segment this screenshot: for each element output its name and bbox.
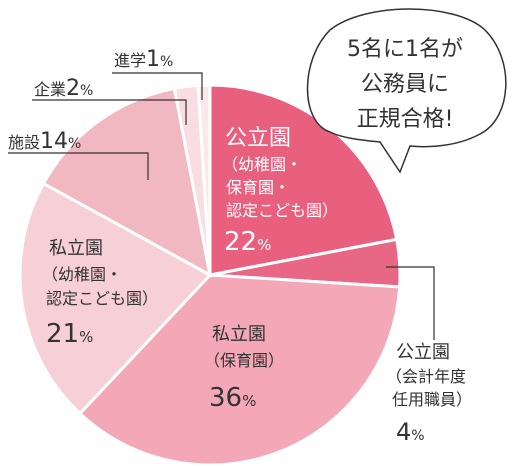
label-koritsu-kaikei-unit: % xyxy=(411,428,424,444)
label-koritsu-kaikei: 公立園 （会計年度 任用職員） 4% xyxy=(386,342,472,446)
label-koritsu-main-l2: （幼稚園・ xyxy=(222,155,302,174)
label-shisetsu-name: 施設 xyxy=(8,133,40,152)
label-kigyo-unit: % xyxy=(80,83,93,99)
label-shingaku-unit: % xyxy=(160,54,173,70)
label-shisetsu-unit: % xyxy=(68,136,81,152)
svg-text:進学1%: 進学1% xyxy=(114,47,173,72)
bubble-line-2: 公務員に xyxy=(361,72,449,97)
label-koritsu-main-l3: 保育園・ xyxy=(226,178,290,197)
svg-text:施設14%: 施設14% xyxy=(8,129,81,154)
label-shiritsu-hoiku-l2: （保育園） xyxy=(204,351,284,370)
label-kigyo-name: 企業 xyxy=(34,80,66,99)
leader-line-kigyo xyxy=(32,99,187,125)
pie-slice-2 xyxy=(77,273,402,467)
leader-line-kaikei xyxy=(386,266,435,340)
label-koritsu-kaikei-num: 4 xyxy=(396,418,411,446)
svg-text:36%: 36% xyxy=(209,383,256,413)
svg-text:4%: 4% xyxy=(396,418,425,446)
label-koritsu-kaikei-l1: 公立園 xyxy=(396,342,450,363)
pie-slice-4 xyxy=(41,86,213,278)
pie-slices xyxy=(18,83,402,467)
leader-line-shisetsu xyxy=(8,152,149,180)
label-shiritsu-hoiku-num: 36 xyxy=(209,383,242,413)
label-shiritsu-hoiku: 私立園 （保育園） 36% xyxy=(204,324,284,413)
svg-text:21%: 21% xyxy=(46,319,93,349)
label-shingaku-num: 1 xyxy=(146,47,160,72)
pie-slice-3 xyxy=(18,181,213,416)
label-koritsu-main: 公立園 （幼稚園・ 保育園・ 認定こども園） 22% xyxy=(222,126,338,257)
label-shisetsu: 施設14% xyxy=(8,129,81,154)
bubble-line-1: 5名に1名が xyxy=(347,37,463,62)
label-shiritsu-hoiku-l1: 私立園 xyxy=(212,324,266,345)
label-kigyo: 企業2% xyxy=(34,76,93,101)
label-koritsu-kaikei-l3: 任用職員） xyxy=(392,390,472,409)
bubble-shape xyxy=(306,8,507,174)
pie-slice-6 xyxy=(196,83,212,276)
label-shiritsu-yochi-num: 21 xyxy=(46,319,79,349)
label-koritsu-main-l1: 公立園 xyxy=(225,126,291,151)
label-koritsu-main-num: 22 xyxy=(224,227,257,257)
label-koritsu-main-unit: % xyxy=(257,236,271,254)
svg-text:企業2%: 企業2% xyxy=(34,76,93,101)
speech-bubble: 5名に1名が 公務員に 正規合格! xyxy=(306,8,507,174)
label-shiritsu-yochi: 私立園 （幼稚園・ 認定こども園） 21% xyxy=(42,238,158,349)
label-shiritsu-yochi-l2: （幼稚園・ xyxy=(42,265,122,284)
label-koritsu-kaikei-l2: （会計年度 xyxy=(386,367,466,386)
label-shiritsu-yochi-l3: 認定こども園） xyxy=(46,289,158,308)
label-shingaku: 進学1% xyxy=(114,47,173,72)
label-kigyo-num: 2 xyxy=(66,76,80,101)
leader-lines xyxy=(8,72,435,340)
label-shiritsu-yochi-unit: % xyxy=(79,328,93,346)
label-shiritsu-yochi-l1: 私立園 xyxy=(49,238,103,259)
svg-text:22%: 22% xyxy=(224,227,271,257)
label-shisetsu-num: 14 xyxy=(40,129,68,154)
label-shingaku-name: 進学 xyxy=(114,51,146,70)
bubble-line-3: 正規合格! xyxy=(357,107,454,132)
leader-line-shingaku xyxy=(112,72,203,100)
label-koritsu-main-l4: 認定こども園） xyxy=(226,201,338,220)
label-shiritsu-hoiku-unit: % xyxy=(242,392,256,410)
